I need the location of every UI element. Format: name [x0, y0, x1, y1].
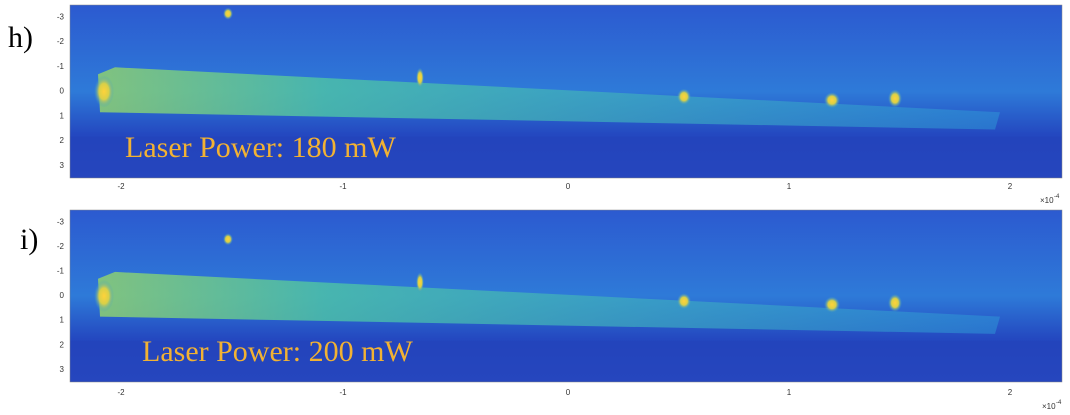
y-tick-label: -1: [57, 267, 65, 276]
x-tick-label: 0: [566, 388, 571, 397]
y-tick-label: 1: [60, 111, 65, 120]
bright-spot: [94, 280, 114, 312]
bright-spot: [888, 89, 902, 108]
y-tick-label: -1: [57, 62, 65, 71]
panel-label: h): [8, 21, 33, 54]
dark-region: [70, 340, 1062, 382]
y-tick-label: 2: [60, 340, 65, 349]
y-tick-label: -3: [57, 217, 65, 226]
x-tick-label: -1: [339, 388, 347, 397]
x-tick-label: 1: [787, 388, 792, 397]
x-tick-label: -1: [339, 182, 347, 191]
power-annotation: Laser Power: 200 mW: [142, 335, 413, 368]
bright-spot: [824, 92, 840, 109]
x-tick-label: -2: [117, 182, 125, 191]
image-frame: [69, 209, 1063, 383]
y-tick-label: -2: [57, 242, 65, 251]
y-tick-label: 0: [60, 87, 65, 96]
bright-spot: [416, 272, 424, 293]
bright-spot: [223, 233, 233, 246]
x-tick-label: 2: [1008, 182, 1013, 191]
y-tick-label: 1: [60, 316, 65, 325]
axis-multiplier: ×10: [1042, 402, 1056, 411]
y-tick-label: 0: [60, 291, 65, 300]
bright-spot: [677, 293, 691, 310]
y-tick-label: 2: [60, 136, 65, 145]
power-annotation: Laser Power: 180 mW: [125, 131, 396, 164]
x-tick-label: 0: [566, 182, 571, 191]
axis-exponent: -4: [1056, 400, 1062, 406]
axis-multiplier: ×10: [1040, 196, 1054, 205]
panel-label: i): [20, 223, 38, 256]
y-tick-label: -3: [57, 12, 65, 21]
bright-spot: [824, 296, 840, 313]
beam-wedge: [98, 67, 1000, 130]
x-tick-label: 2: [1008, 388, 1013, 397]
y-tick-label: 3: [60, 365, 65, 374]
y-tick-label: -2: [57, 37, 65, 46]
bright-spot: [677, 88, 691, 105]
x-tick-label: 1: [787, 182, 792, 191]
bright-spot: [416, 67, 424, 88]
x-tick-label: -2: [117, 388, 125, 397]
y-tick-label: 3: [60, 161, 65, 170]
axis-exponent: -4: [1054, 194, 1060, 200]
beam-wedge: [98, 271, 1000, 334]
bright-spot: [223, 7, 233, 20]
dark-region: [70, 136, 1062, 178]
bright-spot: [94, 75, 114, 108]
image-frame: [69, 4, 1063, 179]
bright-spot: [888, 293, 902, 312]
